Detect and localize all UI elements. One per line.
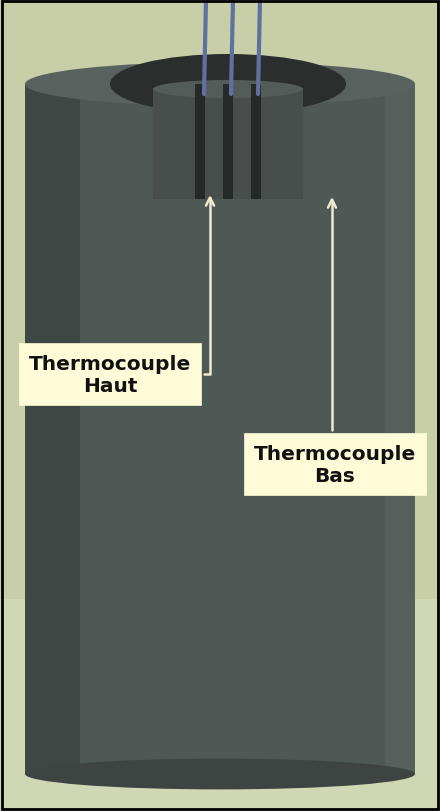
PathPatch shape — [25, 85, 80, 774]
Bar — [251, 85, 261, 200]
Ellipse shape — [153, 81, 303, 99]
Bar — [223, 85, 233, 200]
Bar — [195, 85, 205, 200]
Text: Thermocouple
Haut: Thermocouple Haut — [29, 199, 214, 395]
Ellipse shape — [25, 63, 415, 107]
Ellipse shape — [110, 55, 346, 115]
Text: Thermocouple
Bas: Thermocouple Bas — [254, 200, 416, 485]
PathPatch shape — [25, 85, 415, 774]
Ellipse shape — [25, 758, 415, 789]
PathPatch shape — [153, 90, 303, 200]
PathPatch shape — [385, 85, 415, 774]
Bar — [0, 599, 440, 811]
